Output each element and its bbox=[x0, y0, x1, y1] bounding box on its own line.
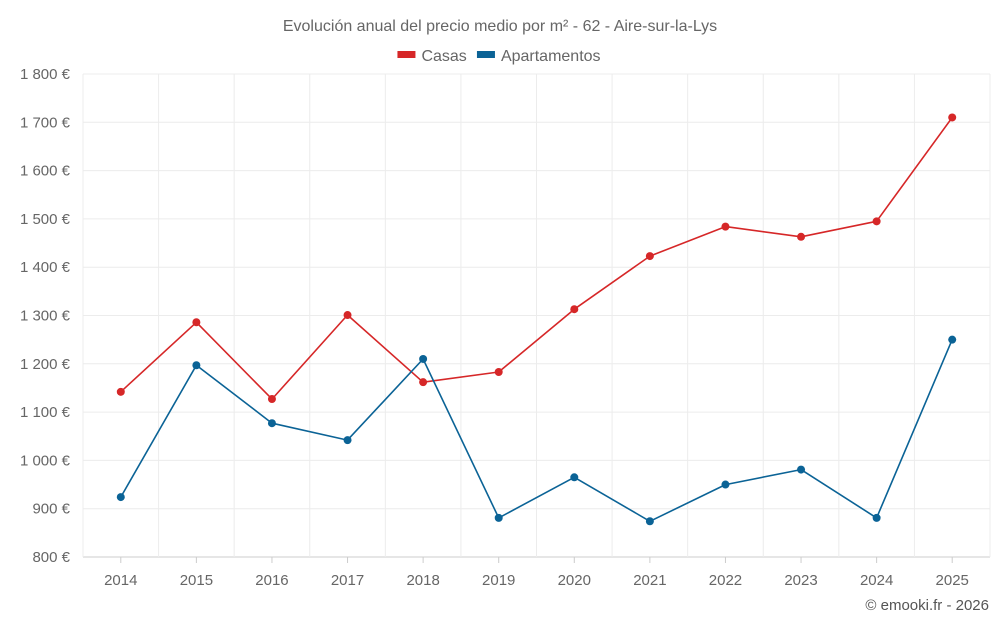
data-point-casas[interactable] bbox=[645, 252, 654, 261]
y-tick-label: 1 000 € bbox=[20, 452, 71, 469]
x-tick-label: 2018 bbox=[406, 572, 439, 589]
x-tick-label: 2019 bbox=[482, 572, 515, 589]
data-point-casas[interactable] bbox=[192, 318, 201, 327]
series-group bbox=[116, 113, 957, 526]
x-tick-label: 2021 bbox=[633, 572, 666, 589]
x-tick-label: 2016 bbox=[255, 572, 288, 589]
legend-label: Apartamentos bbox=[501, 48, 601, 65]
data-point-casas[interactable] bbox=[343, 311, 352, 320]
data-point-apartamentos[interactable] bbox=[192, 361, 201, 370]
data-point-casas[interactable] bbox=[948, 113, 957, 122]
x-axis: 2014 2015 2016 2017 2018 2019 2020 2021 2022 2023… bbox=[104, 557, 969, 589]
data-point-casas[interactable] bbox=[419, 378, 428, 387]
x-tick-label: 2023 bbox=[784, 572, 817, 589]
chart-title: Evolución anual del precio medio por m² … bbox=[283, 18, 717, 35]
x-tick-label: 2015 bbox=[180, 572, 213, 589]
legend: Casas Apartamentos bbox=[397, 48, 601, 65]
y-tick-label: 1 100 € bbox=[20, 404, 71, 421]
grid bbox=[82, 73, 991, 558]
data-point-apartamentos[interactable] bbox=[419, 354, 428, 363]
legend-item-apartamentos[interactable]: Apartamentos bbox=[476, 48, 601, 65]
y-tick-label: 1 800 € bbox=[20, 66, 71, 83]
y-tick-label: 800 € bbox=[32, 549, 70, 566]
data-point-casas[interactable] bbox=[721, 222, 730, 231]
legend-item-casas[interactable]: Casas bbox=[397, 48, 467, 65]
series-line-apartamentos bbox=[120, 339, 953, 523]
data-point-apartamentos[interactable] bbox=[872, 513, 881, 522]
x-tick-label: 2017 bbox=[331, 572, 364, 589]
data-point-casas[interactable] bbox=[494, 368, 503, 377]
data-point-apartamentos[interactable] bbox=[343, 436, 352, 445]
y-tick-label: 1 600 € bbox=[20, 163, 71, 180]
x-tick-label: 2024 bbox=[860, 572, 893, 589]
y-tick-label: 1 500 € bbox=[20, 211, 71, 228]
y-tick-label: 1 700 € bbox=[20, 114, 71, 131]
data-point-apartamentos[interactable] bbox=[494, 513, 503, 522]
y-tick-label: 1 400 € bbox=[20, 259, 71, 276]
legend-swatch bbox=[476, 51, 495, 58]
data-point-casas[interactable] bbox=[797, 232, 806, 241]
x-tick-label: 2014 bbox=[104, 572, 137, 589]
data-point-casas[interactable] bbox=[267, 395, 276, 404]
data-point-apartamentos[interactable] bbox=[267, 419, 276, 428]
data-point-casas[interactable] bbox=[872, 217, 881, 226]
legend-swatch bbox=[397, 51, 416, 58]
y-axis: 800 € 900 € 1 000 € 1 100 € 1 200 € 1 300 € 1 … bbox=[20, 66, 71, 566]
y-tick-label: 1 200 € bbox=[20, 356, 71, 373]
data-point-apartamentos[interactable] bbox=[116, 493, 125, 502]
x-tick-label: 2025 bbox=[936, 572, 969, 589]
data-point-apartamentos[interactable] bbox=[948, 335, 957, 344]
y-tick-label: 1 300 € bbox=[20, 308, 71, 325]
data-point-apartamentos[interactable] bbox=[570, 473, 579, 482]
legend-label: Casas bbox=[421, 48, 466, 65]
copyright-footer: © emooki.fr - 2026 bbox=[865, 597, 989, 614]
x-tick-label: 2020 bbox=[558, 572, 591, 589]
data-point-casas[interactable] bbox=[116, 387, 125, 396]
series-line-casas bbox=[120, 117, 953, 400]
data-point-casas[interactable] bbox=[570, 305, 579, 314]
data-point-apartamentos[interactable] bbox=[645, 517, 654, 526]
data-point-apartamentos[interactable] bbox=[797, 465, 806, 474]
x-tick-label: 2022 bbox=[709, 572, 742, 589]
data-point-apartamentos[interactable] bbox=[721, 480, 730, 489]
y-tick-label: 900 € bbox=[32, 501, 70, 518]
